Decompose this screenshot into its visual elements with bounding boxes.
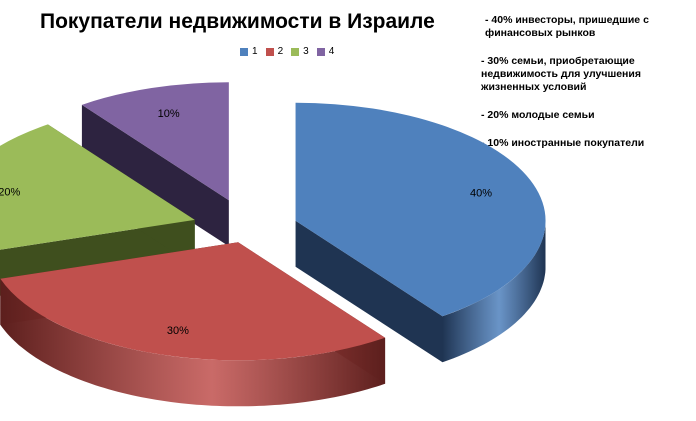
pie-slice-2 [0, 242, 386, 407]
data-label-2: 30% [167, 325, 189, 337]
note-item: - 30% семьи, приобретающие недвижимость … [481, 55, 641, 93]
note-item: - 20% молодые семьи [481, 109, 595, 121]
legend-swatch [291, 47, 300, 56]
note-item: - 40% инвесторы, пришедшие с финансовых … [485, 14, 649, 39]
slice-side [0, 278, 386, 407]
slice-wall [295, 220, 443, 363]
slice-top [0, 124, 195, 250]
data-label-3: 20% [0, 186, 21, 198]
legend-label: 2 [277, 46, 284, 57]
legend-label: 4 [328, 46, 335, 57]
data-label-1: 40% [470, 187, 492, 199]
legend-label: 3 [303, 46, 309, 57]
slice-side [442, 219, 546, 363]
legend-swatch [316, 47, 325, 56]
slice-top [0, 242, 386, 361]
legend-entry: 4 [316, 46, 335, 57]
legend-label: 1 [252, 46, 258, 57]
legend-swatch [240, 47, 248, 56]
slice-top [81, 82, 229, 201]
data-label-4: 10% [158, 108, 180, 120]
slice-wall [81, 104, 229, 247]
chart-legend: 1 2 3 4 [240, 46, 334, 57]
legend-swatch [265, 47, 274, 56]
notes-panel: - 40% инвесторы, пришедшие с финансовых … [481, 14, 693, 165]
legend-entry: 1 [240, 46, 258, 57]
pie-slice-4 [81, 82, 229, 247]
legend-entry: 2 [265, 46, 284, 57]
note-item: - 10% иностранные покупатели [481, 137, 645, 149]
legend-entry: 3 [291, 46, 309, 57]
slice-top [295, 102, 546, 317]
chart-title: Покупатели недвижимости в Израиле [40, 10, 435, 33]
pie-slice-1 [295, 102, 546, 363]
